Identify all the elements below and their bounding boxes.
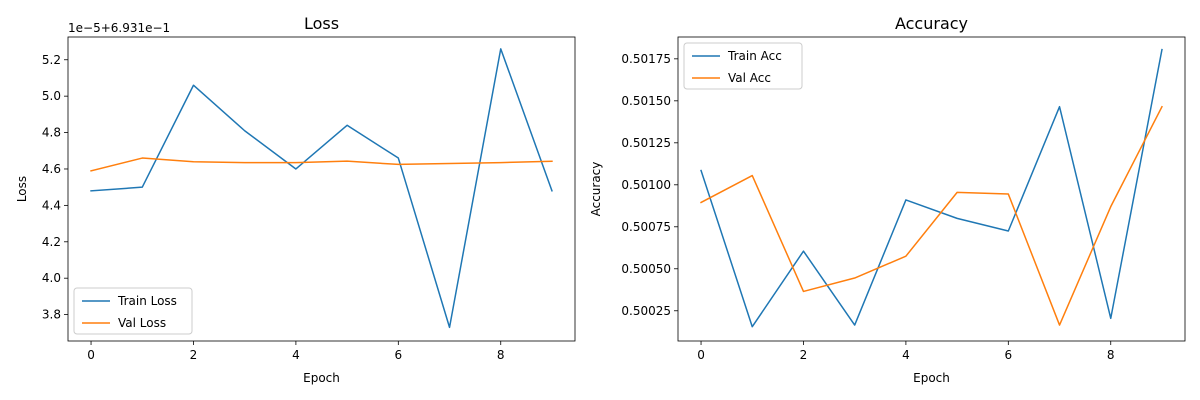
- legend-label-1: Val Acc: [728, 71, 771, 85]
- y-tick-label: 0.50125: [621, 136, 671, 150]
- y-axis-label: Accuracy: [589, 162, 603, 217]
- x-tick-label: 8: [497, 348, 505, 362]
- x-tick-label: 8: [1107, 348, 1115, 362]
- accuracy-chart: Accuracy 0 2 4 6 8 0.50025 0.50050 0.50075 0.5010…: [589, 14, 1186, 385]
- legend: Train Acc Val Acc: [683, 42, 803, 90]
- x-tick-label: 4: [292, 348, 300, 362]
- legend-label-0: Train Loss: [117, 294, 177, 308]
- y-tick-label: 0.50150: [621, 94, 671, 108]
- x-axis-label: Epoch: [913, 371, 950, 385]
- y-tick-label: 4.6: [42, 162, 61, 176]
- x-tick-label: 6: [394, 348, 402, 362]
- x-tick-label: 2: [190, 348, 198, 362]
- x-tick-label: 6: [1004, 348, 1012, 362]
- legend-label-0: Train Acc: [727, 49, 782, 63]
- y-tick-label: 4.4: [42, 198, 61, 212]
- chart-title: Accuracy: [895, 14, 968, 33]
- series-line-0: [90, 48, 553, 329]
- y-tick-label: 0.50100: [621, 178, 671, 192]
- y-tick-label: 0.50075: [621, 220, 671, 234]
- y-tick-label: 3.8: [42, 308, 61, 322]
- x-axis-label: Epoch: [303, 371, 340, 385]
- y-tick-label: 4.8: [42, 126, 61, 140]
- y-tick-label: 0.50175: [621, 52, 671, 66]
- y-tick-label: 5.2: [42, 53, 61, 67]
- series-line-1: [90, 157, 553, 172]
- chart-title: Loss: [304, 14, 339, 33]
- series-line-1: [700, 105, 1163, 326]
- y-tick-label: 0.50025: [621, 304, 671, 318]
- x-tick-label: 4: [902, 348, 910, 362]
- x-tick-label: 2: [800, 348, 808, 362]
- y-axis-label: Loss: [15, 176, 29, 202]
- y-tick-label: 0.50050: [621, 262, 671, 276]
- y-tick-label: 4.0: [42, 271, 61, 285]
- loss-chart: Loss 0 2 4 6 8 3.8 4.0 4.2 4.4 4.6 4.8 5.0 5.2 Epoch Lo…: [15, 14, 576, 385]
- legend: Train Loss Val Loss: [73, 287, 193, 335]
- x-tick-label: 0: [697, 348, 705, 362]
- legend-label-1: Val Loss: [118, 316, 166, 330]
- series-line-0: [700, 48, 1163, 328]
- axes-frame: [677, 36, 1186, 342]
- x-tick-label: 0: [87, 348, 95, 362]
- y-tick-label: 5.0: [42, 89, 61, 103]
- y-tick-label: 4.2: [42, 235, 61, 249]
- y-offset-label: 1e−5+6.931e−1: [68, 21, 170, 35]
- axes-frame: [67, 36, 576, 342]
